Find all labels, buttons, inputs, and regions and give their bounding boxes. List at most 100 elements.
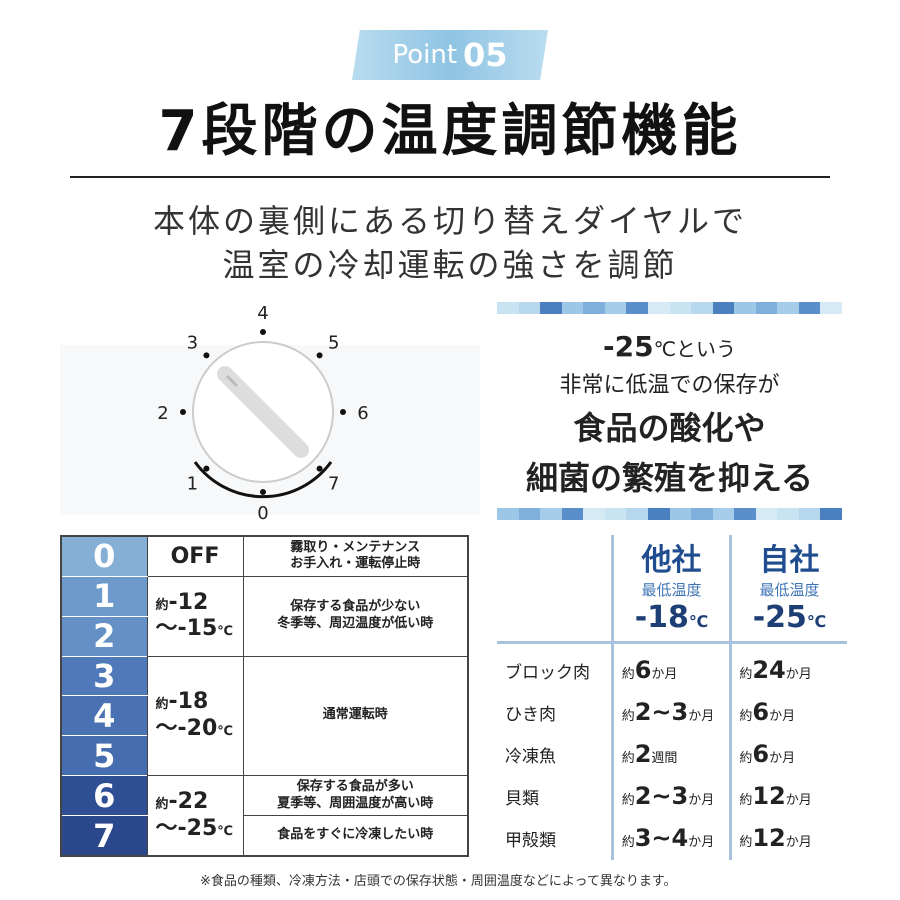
dial-label: 1 [187,474,198,495]
dial-label: 7 [328,474,339,495]
dial-tick [260,489,266,495]
stripe-tile [561,508,584,520]
stripe-tile [626,508,648,520]
stripe-tile [755,302,778,314]
stripe-tile [561,302,584,314]
footnote: ※食品の種類、冷凍方法・店頭での保存状態・周囲温度などによって異なります。 [200,874,677,889]
food-name: 甲殻類 [505,830,556,851]
promo-line-4: 細菌の繁殖を抑える [525,459,814,497]
dial-label: 3 [187,332,198,353]
comparison-row: ひき肉 約2~3か月 約6か月 [497,691,847,733]
dial-tick [316,352,323,359]
stripe-tile [626,302,648,314]
level-1: 1 [60,575,148,617]
storage-competitor: 約2~3か月 [621,698,715,726]
storage-own: 約12か月 [739,782,812,810]
storage-competitor: 約3~4か月 [621,824,715,852]
dial-tick [316,465,323,472]
dial-tick [203,352,210,359]
temp-range-1: 約-12 ～-15℃ [146,575,244,657]
dial-tick [203,465,210,472]
level-2: 2 [60,615,148,657]
stripe-tile [647,508,670,520]
dial-pointer [225,374,239,388]
storage-competitor: 約2~3か月 [621,782,715,810]
dial-label: 6 [357,403,368,424]
desc-0: 霧取り・メンテナンス お手入れ・運転停止時 [242,535,469,577]
stripe-tile [734,508,756,520]
stripe-top [497,302,842,314]
promo-temp: -25 [602,330,654,363]
desc-1: 保存する食品が少ない 冬季等、周辺温度が低い時 [242,575,469,657]
promo-line-2: 非常に低温での保存が [559,373,780,398]
level-5: 5 [60,735,148,777]
desc-3: 保存する食品が多い 夏季等、周囲温度が高い時 [242,775,469,817]
level-table: 0 OFF 霧取り・メンテナンス お手入れ・運転停止時 1 約-12 ～-15℃ 保存する食… [60,535,469,857]
stripe-tile [712,508,735,520]
temperature-dial: 0 1 2 3 4 5 6 7 [60,305,480,524]
comparison-row: ブロック肉 約6か月 約24か月 [497,649,847,691]
food-name: 冷凍魚 [505,746,556,767]
subtitle-line-1: 本体の裏側にある切り替えダイヤルで [152,202,748,240]
stripe-tile [691,302,713,314]
stripe-tile [669,302,692,314]
storage-own: 約12か月 [739,824,812,852]
stripe-tile [669,508,692,520]
stripe-tile [691,508,713,520]
level-4: 4 [60,695,148,737]
comparison-row: 冷凍魚 約2週間 約6か月 [497,733,847,775]
stripe-tile [820,508,842,520]
storage-competitor: 約2週間 [621,740,678,768]
stripe-bottom [497,508,842,520]
dial-tick [260,329,266,335]
stripe-tile [518,302,541,314]
stripe-tile [604,508,627,520]
divider [70,176,830,178]
stripe-tile [518,508,541,520]
stripe-tile [497,302,519,314]
level-7: 7 [60,815,148,857]
stripe-tile [798,508,821,520]
storage-competitor: 約6か月 [621,656,678,684]
col-own: 自社 最低温度 -25℃ [752,543,827,635]
promo-unit: ℃という [653,337,737,361]
stripe-tile [820,302,842,314]
level-3: 3 [60,655,148,697]
stripe-tile [540,508,562,520]
dial-tick [340,409,346,415]
point-badge: Point 05 [352,30,548,80]
storage-own: 約6か月 [739,740,796,768]
subtitle-line-2: 温室の冷却運転の強さを調節 [222,246,678,284]
level-off: OFF [146,535,244,577]
promo-line-3: 食品の酸化や [573,409,766,447]
desc-2: 通常運転時 [242,655,469,777]
food-name: 貝類 [505,788,539,809]
dial-label: 5 [328,332,339,353]
storage-own: 約6か月 [739,698,796,726]
food-name: ブロック肉 [505,662,590,683]
desc-4: 食品をすぐに冷凍したい時 [242,815,469,857]
comparison-table: 他社 最低温度 -18℃ 自社 最低温度 -25℃ ブロック肉 約6か月 約24か月 ひき肉約… [497,535,847,860]
stripe-tile [777,302,799,314]
promo-text: -25℃という 非常に低温での保存が 食品の酸化や 細菌の繁殖を抑える [497,330,842,499]
food-name: ひき肉 [505,704,556,725]
page-title: 7段階の温度調節機能 [158,99,742,164]
dial-arc [193,461,333,499]
stripe-tile [777,508,799,520]
stripe-tile [604,302,627,314]
level-6: 6 [60,775,148,817]
storage-own: 約24か月 [739,656,812,684]
dial-handle[interactable] [217,366,309,458]
stripe-tile [497,508,519,520]
level-0: 0 [60,535,148,577]
dial-label: 4 [257,305,268,324]
stripe-tile [755,508,778,520]
temp-range-2: 約-18 ～-20℃ [146,655,244,777]
stripe-tile [647,302,670,314]
dial-label: 0 [257,503,268,524]
stripe-tile [583,508,605,520]
stripe-tile [583,302,605,314]
badge-number: 05 [463,36,508,74]
temp-range-3: 約-22 ～-25℃ [146,775,244,857]
stripe-tile [712,302,735,314]
